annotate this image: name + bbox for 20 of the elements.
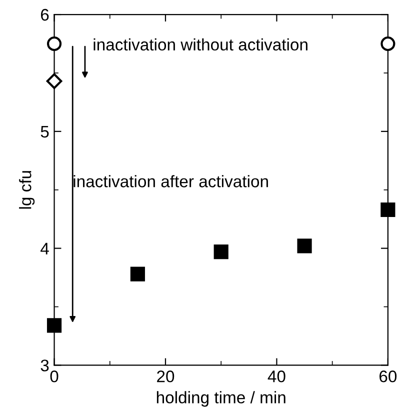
- x-tick-label: 0: [50, 370, 58, 382]
- point: [214, 244, 228, 260]
- point: [297, 238, 312, 254]
- annotation: inactivation after activation: [74, 175, 268, 188]
- y-axis-title: lg cfu: [19, 171, 35, 209]
- x-tick-label: 20: [157, 370, 174, 382]
- point: [46, 36, 62, 52]
- point: [130, 266, 145, 282]
- x-tick-label: 40: [268, 370, 286, 382]
- point: [380, 36, 396, 52]
- y-tick-label: 4: [40, 242, 49, 254]
- point: [46, 73, 62, 90]
- x-tick-label: 60: [380, 370, 397, 382]
- annotation: inactivation without activation: [94, 38, 308, 51]
- y-tick-label: 6: [40, 8, 49, 21]
- point: [46, 318, 62, 333]
- x-axis-title: holding time / min: [156, 391, 286, 407]
- y-tick-label: 5: [40, 126, 49, 138]
- y-tick-label: 3: [40, 360, 49, 372]
- point: [380, 202, 396, 218]
